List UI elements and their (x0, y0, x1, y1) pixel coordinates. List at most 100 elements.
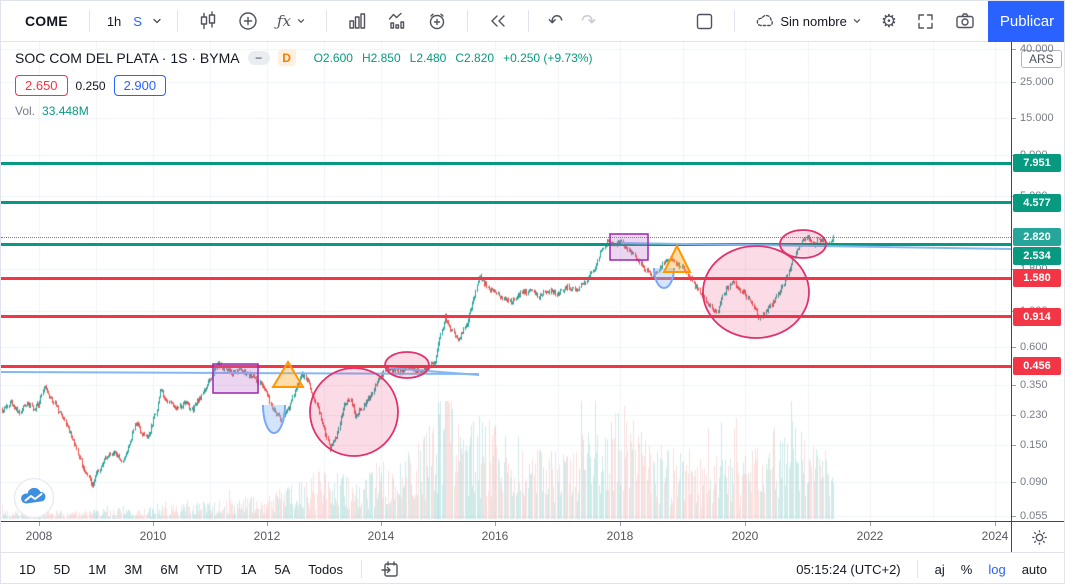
ellipse-drawing-3[interactable] (702, 245, 810, 339)
support-line-0.456[interactable] (1, 364, 1011, 368)
range-buttons-group: 1D 5D 1M 3M 6M YTD 1A 5A Todos (1, 555, 408, 583)
compare-add-icon[interactable] (231, 6, 265, 36)
support-line-0.914[interactable] (1, 315, 1011, 319)
undo-icon[interactable]: ↶ (547, 11, 564, 31)
range-todos-button[interactable]: Todos (308, 561, 343, 577)
price-badge-4.577[interactable]: 4.577 (1013, 193, 1061, 212)
time-axis-tick (267, 522, 268, 526)
interval-chevron-down-icon[interactable] (150, 14, 164, 28)
time-axis-tick (495, 522, 496, 526)
bottom-toolbar: 1D 5D 1M 3M 6M YTD 1A 5A Todos 05:15:24 … (1, 552, 1064, 583)
price-badge-0.914[interactable]: 0.914 (1013, 307, 1061, 326)
range-1d-button[interactable]: 1D (19, 561, 36, 577)
resistance-line-7.951[interactable] (1, 161, 1011, 165)
settings-gear-icon[interactable]: ⚙ (880, 11, 897, 31)
axis-gear-icon[interactable] (1031, 529, 1048, 546)
layout-name-label: Sin nombre (780, 13, 847, 29)
resistance-line-4.577[interactable] (1, 201, 1011, 205)
redo-icon[interactable]: ↷ (581, 11, 597, 31)
chart-legend: SOC COM DEL PLATA · 1S · BYMA − D O2.600… (15, 49, 592, 118)
triangle-drawing-2[interactable] (662, 243, 692, 273)
axis-settings-corner[interactable] (1011, 521, 1064, 552)
percent-scale-button[interactable]: % (960, 561, 973, 577)
save-layout-button[interactable]: Sin nombre (748, 6, 868, 36)
price-axis-label-0.150: 0.150 (1012, 439, 1064, 451)
time-axis-label-2024: 2024 (981, 529, 1009, 543)
interval-active-button[interactable]: S (133, 13, 142, 29)
symbol-button[interactable]: COME (25, 13, 68, 29)
trendline-drawing-3[interactable] (620, 242, 1011, 250)
hide-series-icon[interactable]: − (247, 50, 270, 65)
time-axis[interactable]: 2008 2010 2012 2014 2016 2018 2020 2022 2024 (1, 521, 1011, 552)
range-ytd-button[interactable]: YTD (196, 561, 223, 577)
range-6m-button[interactable]: 6M (160, 561, 179, 577)
chart-pane[interactable]: SOC COM DEL PLATA · 1S · BYMA − D O2.600… (1, 42, 1011, 521)
log-scale-button[interactable]: log (988, 561, 1006, 577)
range-5a-button[interactable]: 5A (274, 561, 291, 577)
financials-bars-icon[interactable] (340, 6, 374, 36)
adjust-data-button[interactable]: aj (934, 561, 945, 577)
time-axis-label-2016: 2016 (481, 529, 509, 543)
chart-style-candles-icon[interactable] (191, 6, 225, 36)
price-badge-2.820[interactable]: 2.820 (1013, 227, 1061, 246)
layout-single-icon[interactable] (688, 7, 721, 36)
ellipse-drawing-4[interactable] (779, 229, 827, 259)
rectangle-drawing-2[interactable] (609, 233, 649, 261)
symbol-title[interactable]: SOC COM DEL PLATA · 1S · BYMA (15, 49, 240, 66)
top-toolbar: COME 1h S ƒx (1, 1, 1064, 42)
indicator-templates-icon[interactable] (380, 6, 414, 36)
price-axis-label-40.000: 40.000 (1012, 43, 1064, 55)
provider-logo-watermark[interactable] (13, 477, 55, 521)
ellipse-drawing-2[interactable] (384, 351, 430, 379)
range-1a-button[interactable]: 1A (240, 561, 257, 577)
time-axis-label-2010: 2010 (139, 529, 167, 543)
clock-timezone-button[interactable]: 05:15:24 (UTC+2) (796, 561, 901, 577)
currency-badge[interactable]: ARS (1021, 50, 1062, 68)
alert-add-icon[interactable] (420, 6, 454, 36)
support-line-1.58[interactable] (1, 276, 1011, 280)
timeframe-d-badge[interactable]: D (277, 49, 296, 66)
time-axis-tick (745, 522, 746, 526)
price-badge-0.456[interactable]: 0.456 (1013, 357, 1061, 376)
rectangle-drawing-1[interactable] (212, 363, 259, 394)
sell-price-button[interactable]: 2.650 (15, 75, 68, 96)
price-badge-1.580[interactable]: 1.580 (1013, 269, 1061, 288)
trendline-drawing-1[interactable] (1, 371, 480, 375)
bar-replay-icon[interactable] (481, 6, 515, 36)
indicators-chevron-down-icon[interactable] (295, 15, 307, 27)
go-to-date-icon[interactable] (372, 555, 408, 583)
indicators-button[interactable]: ƒx (271, 8, 313, 34)
buy-price-button[interactable]: 2.900 (113, 75, 167, 96)
price-axis[interactable]: ARS 40.00025.00015.0009.0005.0001.8001.0… (1011, 42, 1064, 522)
fullscreen-icon[interactable] (909, 7, 942, 36)
auto-scale-button[interactable]: auto (1021, 561, 1047, 577)
candlestick-canvas[interactable] (1, 42, 1011, 521)
high-value: H2.850 (361, 50, 401, 65)
range-1m-button[interactable]: 1M (88, 561, 107, 577)
resistance-line-2.534[interactable] (1, 243, 1011, 247)
separator (527, 10, 529, 32)
price-badge-2.534[interactable]: 2.534 (1013, 246, 1061, 265)
trendline-drawing-2[interactable] (388, 367, 480, 376)
arc-drawing-1[interactable] (262, 404, 286, 434)
time-axis-label-2018: 2018 (606, 529, 634, 543)
camera-snapshot-icon[interactable] (948, 6, 982, 36)
range-3m-button[interactable]: 3M (124, 561, 143, 577)
price-badge-7.951[interactable]: 7.951 (1013, 154, 1061, 173)
close-value: C2.820 (455, 50, 495, 65)
price-axis-label-25.000: 25.000 (1012, 76, 1064, 88)
triangle-drawing-1[interactable] (271, 360, 305, 388)
fx-icon: ƒx (276, 12, 291, 30)
separator (176, 10, 178, 32)
time-axis-label-2008: 2008 (25, 529, 53, 543)
separator (466, 10, 468, 32)
price-axis-label-0.090: 0.090 (1012, 476, 1064, 488)
range-5d-button[interactable]: 5D (53, 561, 71, 577)
publish-button[interactable]: Publicar (988, 1, 1064, 42)
time-axis-tick (620, 522, 621, 526)
separator (360, 560, 362, 578)
layout-chevron-down-icon[interactable] (851, 15, 863, 27)
interval-1h-button[interactable]: 1h (106, 13, 122, 29)
ellipse-drawing-1[interactable] (309, 367, 399, 457)
